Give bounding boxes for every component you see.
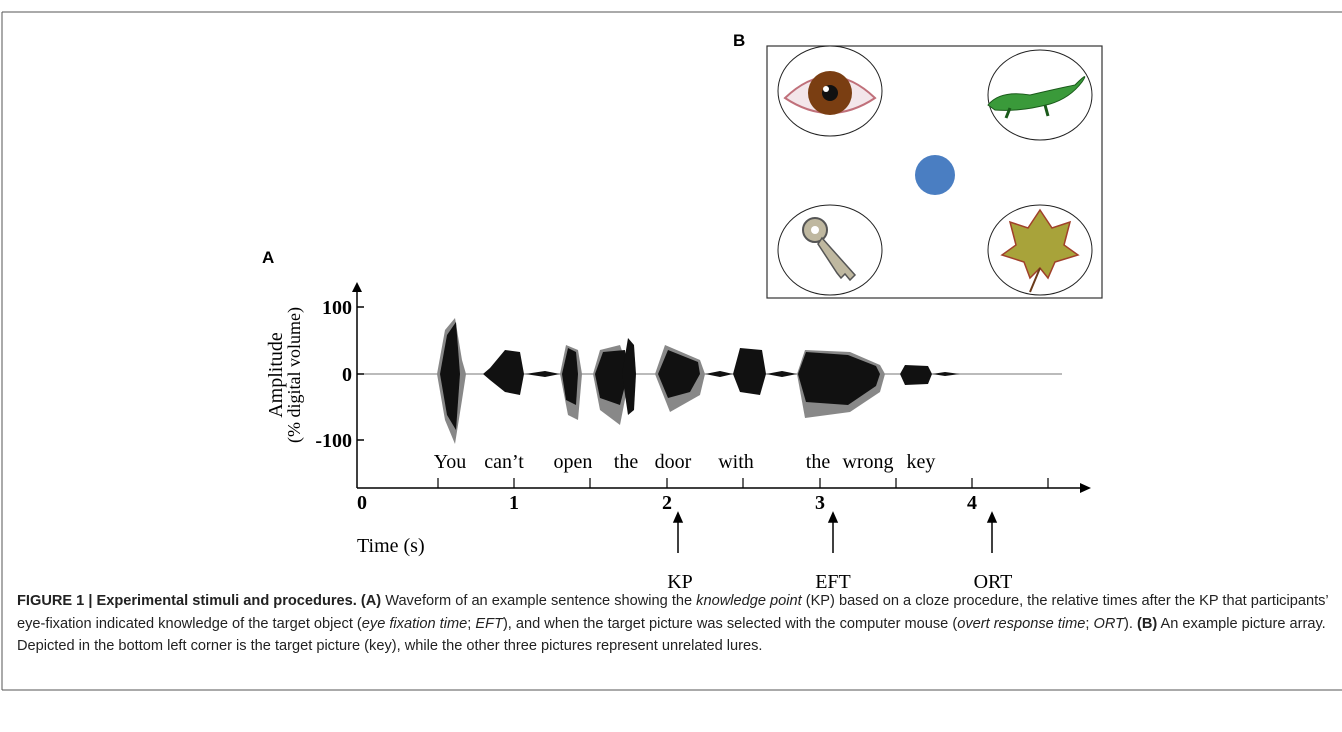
word: the <box>806 451 831 473</box>
caption-term: EFT <box>475 615 503 632</box>
y-axis-title: Amplitude <box>265 332 287 418</box>
caption-term: eye fixation time <box>361 615 468 632</box>
y-axis-subtitle: (% digital volume) <box>284 307 305 443</box>
word: key <box>907 451 936 473</box>
caption-text: Waveform of an example sentence showing … <box>381 593 697 609</box>
picture-eye <box>777 45 883 137</box>
y-tick-label: 100 <box>322 297 352 319</box>
picture-crocodile <box>987 49 1093 141</box>
y-tick-label: 0 <box>342 364 352 386</box>
caption-text: An example picture array. Depicted in th… <box>17 615 1326 655</box>
panel-label: A <box>262 248 274 267</box>
fixation-dot <box>915 155 955 195</box>
caption-term: knowledge point <box>696 593 802 609</box>
waveform <box>437 318 960 444</box>
marker-arrowhead <box>672 511 684 523</box>
marker-arrowhead <box>827 511 839 523</box>
caption-term: ORT <box>1093 615 1125 632</box>
word: open <box>554 451 593 473</box>
word: door <box>655 451 692 473</box>
caption-panel-ref: (B) <box>1137 615 1158 632</box>
x-tick-label: 3 <box>815 492 825 514</box>
word: with <box>718 451 754 473</box>
x-axis-title: Time (s) <box>357 535 425 557</box>
caption: FIGURE 1 | Experimental stimuli and proc… <box>17 590 1329 658</box>
marker-label: KP <box>667 571 693 593</box>
y-tick-label: -100 <box>315 430 352 452</box>
caption-text: (KP) based on a cloze procedure, the rel… <box>17 593 1329 632</box>
marker-arrowhead <box>986 511 998 523</box>
y-axis-arrow <box>352 282 362 292</box>
x-tick-label: 0 <box>357 492 367 514</box>
picture-leaf <box>987 204 1093 296</box>
word: the <box>614 451 639 473</box>
caption-text: ). <box>1124 615 1138 632</box>
y-axis-title: Amplitude (% digital volume) <box>265 307 305 443</box>
word: can’t <box>484 451 524 473</box>
x-tick-label: 1 <box>509 492 519 514</box>
caption-text: ), and when the target picture was selec… <box>502 615 958 632</box>
caption-text: ; <box>1085 615 1094 632</box>
caption-panel-ref: (A) <box>356 593 382 609</box>
caption-text: ; <box>467 615 476 632</box>
x-axis-arrow <box>1080 483 1091 493</box>
picture-key <box>777 204 883 296</box>
caption-term: overt response time <box>957 615 1086 632</box>
marker-label: ORT <box>974 571 1013 593</box>
x-tick-label: 4 <box>967 492 977 514</box>
marker-label: EFT <box>815 571 851 593</box>
x-tick-label: 2 <box>662 492 672 514</box>
word: wrong <box>842 451 893 473</box>
word: You <box>434 451 466 473</box>
panel-label: B <box>733 31 745 50</box>
caption-title: FIGURE 1 | Experimental stimuli and proc… <box>17 593 357 609</box>
